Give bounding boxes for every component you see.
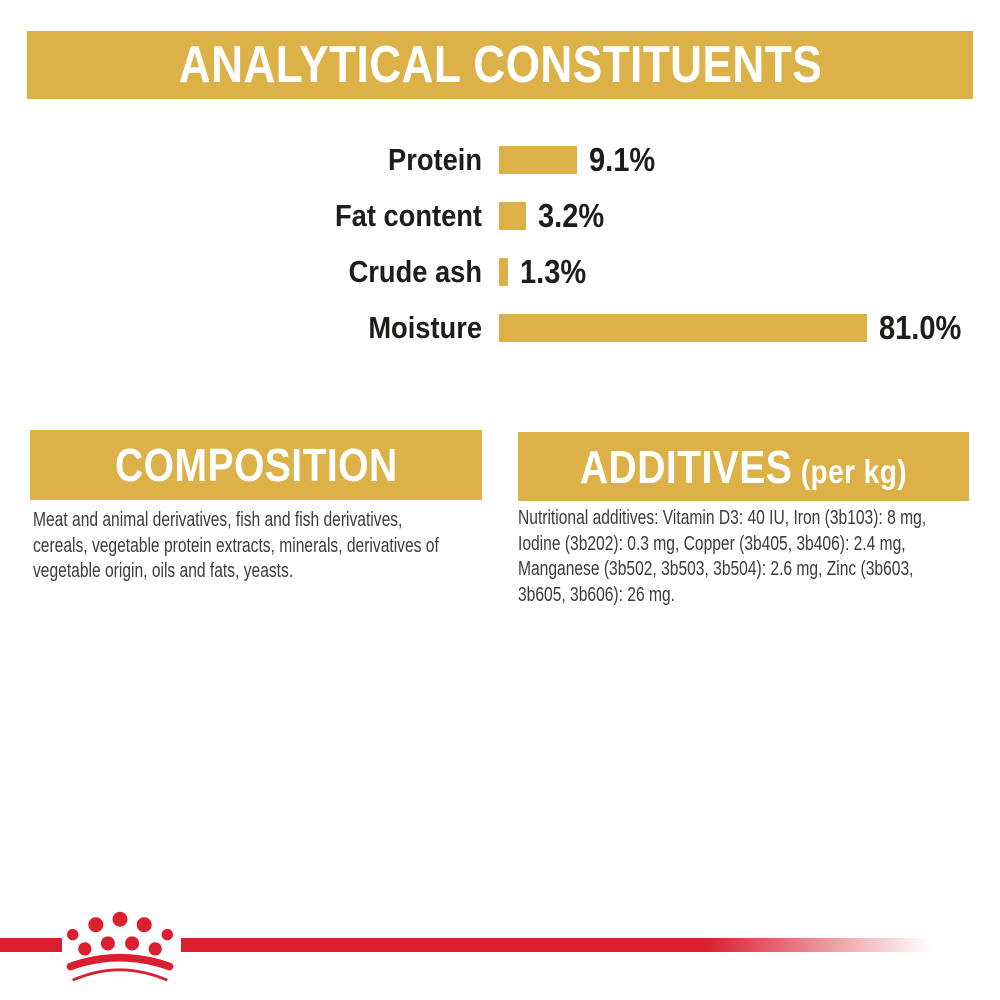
chart-row: Protein 9.1%: [0, 132, 1000, 188]
chart-row: Crude ash 1.3%: [0, 244, 1000, 300]
crown-dots: [66, 911, 174, 956]
bar: [499, 146, 577, 174]
body-text-line: 3b605, 3b606): 26 mg.: [518, 583, 675, 606]
body-text-line: cereals, vegetable protein extracts, min…: [33, 534, 439, 557]
analytical-constituents-title: ANALYTICAL CONSTITUENTS: [178, 36, 822, 94]
composition-banner: COMPOSITION: [30, 430, 482, 500]
bar-value: 81.0%: [879, 309, 962, 346]
red-rule-right: [181, 938, 931, 952]
bar-value: 9.1%: [589, 141, 656, 178]
additives-banner: ADDITIVES (per kg): [518, 432, 969, 501]
crown-thick-arc: [66, 953, 174, 971]
bar-label: Protein: [388, 142, 482, 177]
red-rule-left: [0, 938, 62, 952]
crown-thin-arc: [72, 968, 168, 982]
bar-label: Moisture: [368, 310, 482, 345]
body-text-line: Manganese (3b502, 3b503, 3b504): 2.6 mg,…: [518, 558, 914, 580]
bar: [499, 314, 867, 342]
additives-title-suffix: (per kg): [800, 452, 908, 490]
analytical-constituents-banner: ANALYTICAL CONSTITUENTS: [27, 31, 973, 99]
chart-row: Moisture 81.0%: [0, 300, 1000, 356]
composition-title: COMPOSITION: [114, 439, 398, 491]
composition-text: Meat and animal derivatives, fish and fi…: [33, 508, 493, 585]
bar-value: 1.3%: [520, 253, 587, 290]
body-text-line: vegetable origin, oils and fats, yeasts.: [33, 560, 294, 582]
body-text-line: Nutritional additives: Vitamin D3: 40 IU…: [518, 507, 927, 529]
bar-value: 3.2%: [538, 197, 605, 234]
royal-canin-crown-logo: [66, 911, 174, 982]
bar-label: Fat content: [334, 198, 482, 233]
bar: [499, 258, 508, 286]
bar-label: Crude ash: [348, 254, 482, 289]
body-text-line: Meat and animal derivatives, fish and fi…: [33, 509, 403, 531]
chart-row: Fat content 3.2%: [0, 188, 1000, 244]
additives-text: Nutritional additives: Vitamin D3: 40 IU…: [518, 506, 988, 608]
body-text-line: Iodine (3b202): 0.3 mg, Copper (3b405, 3…: [518, 532, 906, 555]
bar: [499, 202, 526, 230]
additives-title: ADDITIVES (per kg): [579, 440, 908, 493]
analytical-chart: Protein 9.1% Fat content 3.2% Crude ash 1.3% M…: [0, 132, 1000, 356]
